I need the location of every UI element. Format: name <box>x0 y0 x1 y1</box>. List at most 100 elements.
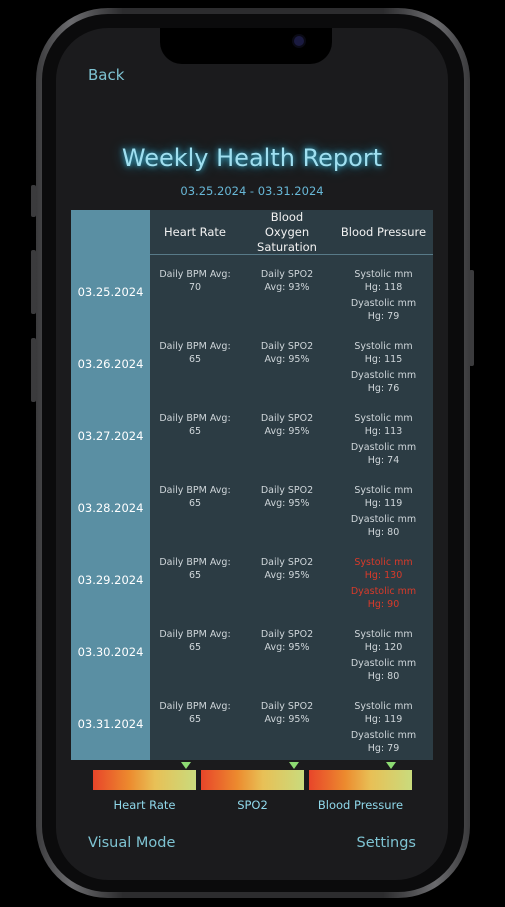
column-header-blood-oxygen: Blood Oxygen Saturation <box>257 210 317 254</box>
row-date: 03.29.2024 <box>77 573 144 587</box>
systolic-value: Hg: 119 <box>364 498 403 509</box>
heart-rate-value: 65 <box>188 426 202 437</box>
table-row: 03.27.2024 Daily BPM Avg: 65 Daily SPO2 Avg:… <box>71 400 433 472</box>
table-row: 03.29.2024 Daily BPM Avg: 65 Daily SPO2 Avg:… <box>71 544 433 616</box>
back-button[interactable]: Back <box>88 66 125 84</box>
header-divider <box>150 254 433 255</box>
diastolic-value: Hg: 80 <box>367 671 400 682</box>
health-report-table: Heart Rate Blood Oxygen Saturation Blood… <box>71 210 433 760</box>
diastolic-value: Hg: 76 <box>367 383 400 394</box>
diastolic-value: Hg: 79 <box>367 311 400 322</box>
heart-rate-label: Daily BPM Avg: <box>159 701 231 712</box>
table-row: 03.25.2024 Daily BPM Avg: 70 Daily SPO2 Avg:… <box>71 256 433 328</box>
diastolic-label: Dyastolic mm <box>350 370 417 381</box>
gauge-bar <box>309 770 412 790</box>
spo2-cell: Daily SPO2 Avg: 95% <box>240 484 334 510</box>
heart-rate-label: Daily BPM Avg: <box>159 413 231 424</box>
heart-rate-cell: Daily BPM Avg: 65 <box>150 628 240 654</box>
heart-rate-value: 65 <box>188 570 202 581</box>
spo2-label: Daily SPO2 <box>260 413 314 424</box>
heart-rate-label: Daily BPM Avg: <box>159 557 231 568</box>
row-date: 03.27.2024 <box>77 429 144 443</box>
spo2-label: Daily SPO2 <box>260 629 314 640</box>
diastolic-label: Dyastolic mm <box>350 586 417 597</box>
gauge-marker-icon <box>180 762 191 769</box>
table-row: 03.30.2024 Daily BPM Avg: 65 Daily SPO2 Avg:… <box>71 616 433 688</box>
spo2-value: Avg: 95% <box>264 426 310 437</box>
heart-rate-value: 65 <box>188 354 202 365</box>
spo2-cell: Daily SPO2 Avg: 95% <box>240 628 334 654</box>
camera-icon <box>294 36 304 46</box>
systolic-label: Systolic mm <box>354 701 413 712</box>
spo2-value: Avg: 95% <box>264 354 310 365</box>
diastolic-label: Dyastolic mm <box>350 514 417 525</box>
heart-rate-value: 70 <box>188 282 202 293</box>
blood-pressure-cell: Systolic mm Hg: 113 Dyastolic mm Hg: 74 <box>334 412 433 467</box>
spo2-cell: Daily SPO2 Avg: 95% <box>240 700 334 726</box>
spo2-cell: Daily SPO2 Avg: 93% <box>240 268 334 294</box>
blood-pressure-cell: Systolic mm Hg: 119 Dyastolic mm Hg: 79 <box>334 700 433 755</box>
heart-rate-value: 65 <box>188 498 202 509</box>
gauge-marker-icon <box>386 762 397 769</box>
diastolic-label: Dyastolic mm <box>350 442 417 453</box>
spo2-value: Avg: 95% <box>264 570 310 581</box>
diastolic-value: Hg: 79 <box>367 743 400 754</box>
blood-pressure-cell: Systolic mm Hg: 130 Dyastolic mm Hg: 90 <box>334 556 433 611</box>
gauge-label[interactable]: Heart Rate <box>113 798 176 812</box>
row-date: 03.26.2024 <box>77 357 144 371</box>
diastolic-value: Hg: 80 <box>367 527 400 538</box>
gauge-marker-icon <box>288 762 299 769</box>
gauge-label[interactable]: SPO2 <box>237 798 268 812</box>
systolic-value: Hg: 115 <box>364 354 403 365</box>
heart-rate-label: Daily BPM Avg: <box>159 629 231 640</box>
heart-rate-cell: Daily BPM Avg: 65 <box>150 340 240 366</box>
spo2-label: Daily SPO2 <box>260 557 314 568</box>
systolic-label: Systolic mm <box>354 341 413 352</box>
heart-rate-label: Daily BPM Avg: <box>159 269 231 280</box>
blood-pressure-cell: Systolic mm Hg: 119 Dyastolic mm Hg: 80 <box>334 484 433 539</box>
diastolic-value: Hg: 74 <box>367 455 400 466</box>
heart-rate-cell: Daily BPM Avg: 65 <box>150 556 240 582</box>
row-date: 03.28.2024 <box>77 501 144 515</box>
gauge-bar <box>201 770 304 790</box>
page-title: Weekly Health Report <box>121 144 383 172</box>
visual-mode-button[interactable]: Visual Mode <box>88 835 176 851</box>
spo2-cell: Daily SPO2 Avg: 95% <box>240 340 334 366</box>
table-row: 03.28.2024 Daily BPM Avg: 65 Daily SPO2 Avg:… <box>71 472 433 544</box>
heart-rate-label: Daily BPM Avg: <box>159 341 231 352</box>
diastolic-value: Hg: 90 <box>367 599 400 610</box>
spo2-value: Avg: 95% <box>264 642 310 653</box>
diastolic-label: Dyastolic mm <box>350 298 417 309</box>
systolic-label: Systolic mm <box>354 413 413 424</box>
spo2-value: Avg: 93% <box>264 282 310 293</box>
heart-rate-cell: Daily BPM Avg: 65 <box>150 484 240 510</box>
systolic-value: Hg: 113 <box>364 426 403 437</box>
spo2-value: Avg: 95% <box>264 714 310 725</box>
systolic-label: Systolic mm <box>354 557 413 568</box>
heart-rate-cell: Daily BPM Avg: 70 <box>150 268 240 294</box>
heart-rate-value: 65 <box>188 714 202 725</box>
blood-pressure-cell: Systolic mm Hg: 115 Dyastolic mm Hg: 76 <box>334 340 433 395</box>
systolic-value: Hg: 130 <box>364 570 403 581</box>
spo2-value: Avg: 95% <box>264 498 310 509</box>
systolic-value: Hg: 119 <box>364 714 403 725</box>
settings-button[interactable]: Settings <box>356 835 416 851</box>
app-screen: Back Weekly Health Report 03.25.2024 - 0… <box>56 28 448 880</box>
spo2-cell: Daily SPO2 Avg: 95% <box>240 556 334 582</box>
spo2-label: Daily SPO2 <box>260 341 314 352</box>
gauge-label[interactable]: Blood Pressure <box>317 798 404 812</box>
heart-rate-value: 65 <box>188 642 202 653</box>
gauge-bar <box>93 770 196 790</box>
systolic-label: Systolic mm <box>354 269 413 280</box>
blood-pressure-cell: Systolic mm Hg: 118 Dyastolic mm Hg: 79 <box>334 268 433 323</box>
row-date: 03.30.2024 <box>77 645 144 659</box>
systolic-value: Hg: 118 <box>364 282 403 293</box>
systolic-value: Hg: 120 <box>364 642 403 653</box>
heart-rate-label: Daily BPM Avg: <box>159 485 231 496</box>
diastolic-label: Dyastolic mm <box>350 730 417 741</box>
mute-switch <box>31 185 36 217</box>
spo2-label: Daily SPO2 <box>260 485 314 496</box>
table-row: 03.26.2024 Daily BPM Avg: 65 Daily SPO2 Avg:… <box>71 328 433 400</box>
table-row: 03.31.2024 Daily BPM Avg: 65 Daily SPO2 Avg:… <box>71 688 433 760</box>
power-button <box>469 270 474 366</box>
